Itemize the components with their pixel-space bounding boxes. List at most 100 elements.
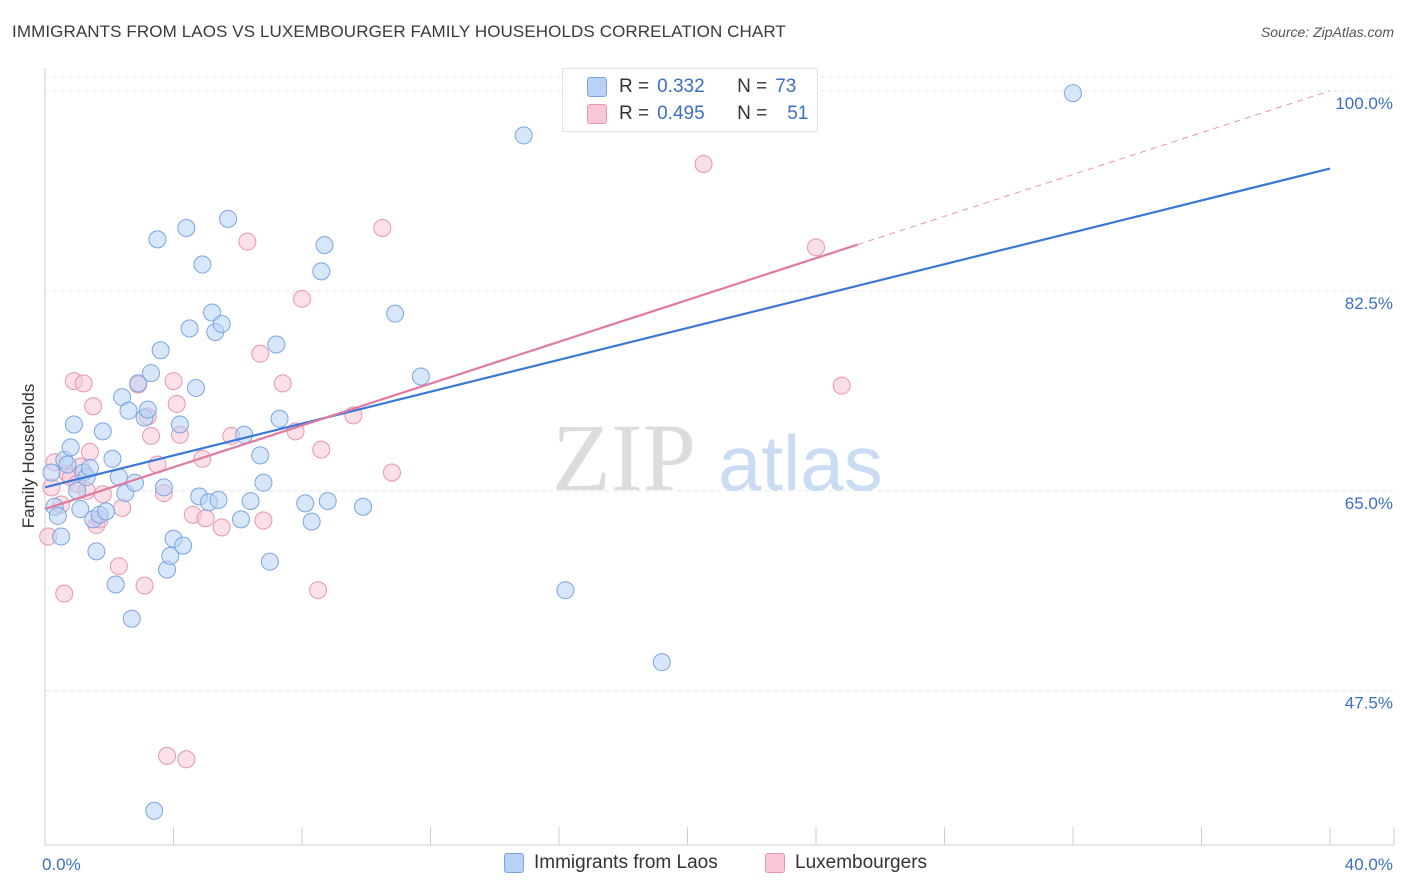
laos-point-52 [241, 492, 260, 511]
laos-point-19 [106, 575, 125, 594]
laos-point-53 [251, 446, 270, 465]
laos-point-60 [312, 262, 331, 281]
lux-point-22 [142, 426, 161, 445]
lux-point-47 [807, 238, 825, 257]
legend-n-label: N = [737, 76, 768, 97]
lux-point-12 [80, 442, 99, 461]
bottom-legend-swatch-lux [765, 853, 785, 873]
lux-point-32 [196, 509, 215, 528]
y-tick-label-3: 100.0% [1335, 94, 1393, 113]
legend-n-value-lux: 51 [787, 103, 809, 124]
lux-point-35 [238, 232, 257, 251]
laos-point-43 [193, 255, 212, 274]
bottom-legend-label-lux: Luxembourgers [795, 852, 928, 873]
laos-point-32 [151, 341, 170, 360]
bottom-legend: Immigrants from Laos Luxembourgers [0, 852, 1406, 878]
lux-point-26 [164, 372, 183, 391]
lux-point-46 [694, 154, 713, 173]
watermark-atlas: atlas [718, 419, 883, 507]
lux-point-38 [273, 374, 292, 393]
laos-point-65 [411, 367, 430, 386]
lux-point-10 [74, 374, 93, 393]
lux-point-41 [309, 581, 328, 600]
laos-point-28 [138, 400, 157, 419]
lux-point-45 [382, 463, 401, 482]
laos-point-47 [209, 490, 228, 509]
watermark: ZIP atlas [552, 404, 883, 511]
laos-point-3 [52, 527, 71, 546]
legend-swatch-lux [587, 104, 607, 124]
lux-point-17 [109, 557, 128, 576]
laos-point-35 [161, 546, 180, 565]
laos-point-59 [302, 512, 321, 531]
laos-point-29 [142, 364, 161, 383]
x-tick-label-1: 40.0% [1345, 855, 1393, 874]
legend-swatch-laos [587, 77, 607, 97]
bottom-legend-swatch-laos [504, 853, 524, 873]
legend-r-value-lux: 0.495 [657, 103, 705, 124]
lux-point-48 [832, 376, 851, 395]
legend-r-label: R = [619, 103, 650, 124]
laos-point-50 [231, 510, 250, 529]
laos-point-2 [48, 506, 67, 525]
laos-point-6 [61, 438, 80, 457]
lux-point-33 [212, 518, 231, 537]
bottom-legend-label-laos: Immigrants from Laos [534, 852, 718, 873]
legend-row-laos: R = 0.332 N = 73 [587, 75, 796, 99]
axes [44, 68, 1394, 846]
laos-point-40 [180, 319, 199, 338]
laos-point-48 [212, 314, 231, 333]
y-tick-labels: 47.5% 65.0% 82.5% 100.0% [1335, 94, 1393, 713]
laos-point-37 [170, 415, 189, 434]
legend-n-value-laos: 73 [775, 76, 797, 97]
lux-point-36 [251, 344, 270, 363]
laos-point-9 [71, 500, 90, 519]
laos-point-69 [1064, 84, 1082, 103]
lux-point-44 [373, 218, 392, 237]
trend-line-dashed-1 [857, 90, 1331, 246]
y-tick-label-1: 65.0% [1345, 494, 1393, 513]
laos-point-24 [122, 609, 141, 628]
legend-box: R = 0.332 N = 73 R = 0.495 N = 51 [562, 68, 818, 132]
watermark-zip: ZIP [552, 404, 696, 511]
bottom-legend-lux[interactable]: Luxembourgers [765, 852, 927, 874]
laos-point-61 [315, 236, 334, 255]
legend-row-lux: R = 0.495 N = 51 [587, 102, 808, 126]
laos-point-51 [235, 425, 254, 444]
laos-point-55 [260, 552, 279, 571]
laos-point-64 [386, 304, 405, 323]
laos-point-38 [174, 536, 193, 555]
laos-point-39 [177, 218, 196, 237]
laos-point-18 [103, 449, 122, 468]
laos-point-41 [186, 378, 205, 397]
y-tick-label-2: 82.5% [1345, 294, 1393, 313]
bottom-legend-laos[interactable]: Immigrants from Laos [504, 852, 718, 874]
x-tick-label-0: 0.0% [42, 855, 81, 874]
lux-point-25 [158, 746, 177, 765]
y-tick-label-0: 47.5% [1345, 694, 1393, 713]
laos-point-31 [148, 230, 167, 249]
trend-lines [44, 90, 1331, 511]
x-tick-labels: 0.0% 40.0% [42, 855, 1393, 874]
laos-point-0 [42, 463, 61, 482]
laos-point-63 [354, 497, 373, 516]
laos-point-66 [514, 126, 533, 145]
laos-point-7 [64, 415, 83, 434]
trend-line-1 [44, 243, 859, 511]
lux-point-40 [293, 289, 311, 308]
lux-point-4 [55, 584, 74, 603]
lux-point-42 [312, 440, 331, 459]
laos-point-26 [129, 374, 148, 393]
laos-point-17 [97, 502, 116, 521]
laos-point-23 [119, 401, 138, 420]
laos-point-16 [93, 422, 112, 441]
lux-point-18 [113, 498, 132, 517]
laos-point-49 [219, 209, 238, 228]
y-axis-label: Family Households [19, 384, 38, 529]
legend-r-label: R = [619, 76, 650, 97]
laos-point-30 [145, 801, 164, 820]
legend-n-label: N = [737, 103, 768, 124]
laos-point-58 [296, 494, 315, 513]
trend-line-0 [44, 167, 1331, 489]
